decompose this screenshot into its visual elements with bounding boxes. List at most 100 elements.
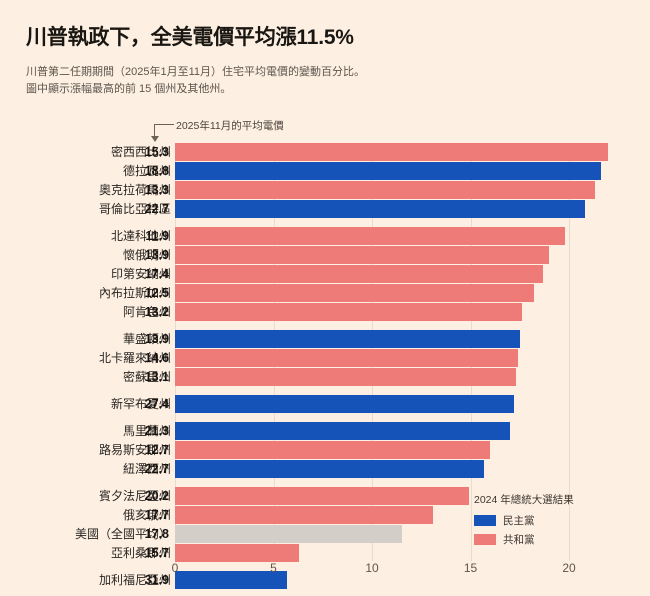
bar[interactable]	[175, 571, 288, 589]
bar[interactable]	[175, 143, 609, 161]
bar-row[interactable]: 華盛頓州 13.9	[0, 330, 650, 348]
x-tick-label: 5	[270, 561, 277, 575]
chart-header: 川普執政下，全美電價平均漲11.5% 川普第二任期期間（2025年1月至11月）…	[0, 0, 650, 98]
legend-items: 民主黨 共和黨	[474, 513, 574, 547]
annotation-leader-line	[154, 124, 174, 125]
bar-row-label: 華盛頓州	[122, 332, 171, 346]
bar-row[interactable]: 阿肯色州 13.2	[0, 303, 650, 321]
bar-row-label: 馬里蘭州	[122, 424, 171, 438]
bar-row[interactable]: 懷俄明州 13.9	[0, 246, 650, 264]
bar[interactable]	[175, 487, 469, 505]
bar-row[interactable]: 美國（全國平均） 17.8	[0, 525, 650, 543]
bar-row-value: 22.7	[144, 202, 169, 216]
x-tick-label: 20	[562, 561, 576, 575]
bar-row-label: 阿肯色州	[122, 305, 171, 319]
bar-row[interactable]: 內布拉斯加州 12.5	[0, 284, 650, 302]
x-tick-label: 0	[171, 561, 179, 575]
bar-row-label: 北達科他州	[110, 229, 171, 243]
bar-row-value: 18.8	[144, 164, 169, 178]
bar-row-value: 17.7	[144, 508, 169, 522]
bar-row-value: 15.3	[144, 145, 169, 159]
bar[interactable]	[175, 506, 434, 524]
bar-row[interactable]: 路易斯安那州 12.7	[0, 441, 650, 459]
legend-label: 共和黨	[503, 534, 535, 546]
bar[interactable]	[175, 395, 514, 413]
bar-row-label: 紐澤西州	[122, 462, 171, 476]
bar[interactable]	[175, 200, 585, 218]
bar[interactable]	[175, 441, 491, 459]
bar-row[interactable]: 俄亥俄州 17.7	[0, 506, 650, 524]
bar[interactable]	[175, 181, 595, 199]
bar-row[interactable]: 密蘇里州 13.1	[0, 368, 650, 386]
bar-row-label: 印第安納州	[110, 267, 171, 281]
bar-row-value: 13.9	[144, 332, 169, 346]
bar-row-label: 內布拉斯加州	[98, 286, 171, 300]
bar-row[interactable]: 德拉瓦州 18.8	[0, 162, 650, 180]
bar-row-value: 20.2	[144, 489, 169, 503]
bar[interactable]	[175, 544, 300, 562]
bar-row[interactable]: 哥倫比亞特區 22.7	[0, 200, 650, 218]
legend-item[interactable]: 民主黨	[474, 513, 574, 528]
bar-row-label: 哥倫比亞特區	[98, 202, 171, 216]
bar-row-label: 新罕布夏州	[110, 397, 171, 411]
bar[interactable]	[175, 284, 534, 302]
x-tick-label: 15	[463, 561, 478, 575]
bar-row[interactable]: 新罕布夏州 27.4	[0, 395, 650, 413]
bar-row[interactable]: 印第安納州 17.4	[0, 265, 650, 283]
legend: 2024 年總統大選結果 民主黨共和黨	[474, 492, 574, 551]
bar[interactable]	[175, 368, 516, 386]
annotation-arrow-icon	[150, 136, 159, 142]
bar-row[interactable]: 亞利桑那州 15.7	[0, 544, 650, 562]
bar-row-label: 加利福尼亞州	[98, 573, 171, 587]
bar[interactable]	[175, 246, 550, 264]
chart-subtitle: 川普第二任期期間（2025年1月至11月）住宅平均電價的變動百分比。 圖中顯示漲…	[26, 66, 366, 96]
x-tick-label: 10	[365, 561, 379, 575]
bar-row[interactable]: 密西西比州 15.3	[0, 143, 650, 161]
page-title: 川普執政下，全美電價平均漲11.5%	[26, 26, 354, 49]
bar[interactable]	[175, 460, 485, 478]
bar-row-value: 15.7	[144, 546, 169, 560]
bar-row-value: 14.6	[144, 351, 169, 365]
annotation-arrow-stem	[154, 124, 155, 138]
annotation-note: 2025年11月的平均電價	[176, 120, 284, 132]
bar-row-label: 俄亥俄州	[122, 508, 171, 522]
bar-row-label: 亞利桑那州	[110, 546, 171, 560]
bar-row[interactable]: 馬里蘭州 21.3	[0, 422, 650, 440]
legend-title: 2024 年總統大選結果	[474, 494, 574, 506]
bar-row-label: 德拉瓦州	[122, 164, 171, 178]
bar-row[interactable]: 北卡羅來納州 14.6	[0, 349, 650, 367]
legend-item[interactable]: 共和黨	[474, 532, 574, 547]
bar[interactable]	[175, 349, 518, 367]
bar[interactable]	[175, 303, 522, 321]
x-axis: 0 5 10 15 20	[0, 561, 650, 583]
bar[interactable]	[175, 525, 402, 543]
bar-row[interactable]: 北達科他州 11.9	[0, 227, 650, 245]
legend-swatch-icon	[474, 515, 496, 526]
bar-row-value: 21.3	[144, 424, 169, 438]
bar-rows: 密西西比州 15.3 德拉瓦州 18.8 奧克拉荷馬州 13.3 哥倫比亞特區 22.7 北達科…	[0, 143, 650, 589]
bar[interactable]	[175, 422, 510, 440]
bar-row[interactable]: 奧克拉荷馬州 13.3	[0, 181, 650, 199]
bar-row-value: 13.2	[144, 305, 169, 319]
bar-row-label: 賓夕法尼亞州	[98, 489, 171, 503]
bar-row-label: 路易斯安那州	[98, 443, 171, 457]
bar-row-value: 12.5	[144, 286, 169, 300]
bar[interactable]	[175, 227, 566, 245]
bar-row-label: 密蘇里州	[122, 370, 171, 384]
bar[interactable]	[175, 265, 544, 283]
bar-row[interactable]: 紐澤西州 22.7	[0, 460, 650, 478]
bar-row[interactable]: 加利福尼亞州 31.9	[0, 571, 650, 589]
bar[interactable]	[175, 330, 520, 348]
bar-row-label: 北卡羅來納州	[98, 351, 171, 365]
legend-swatch-icon	[474, 534, 496, 545]
bar[interactable]	[175, 162, 601, 180]
bar-row[interactable]: 賓夕法尼亞州 20.2	[0, 487, 650, 505]
bar-row-value: 17.8	[144, 527, 169, 541]
bar-row-value: 17.4	[144, 267, 169, 281]
bar-row-value: 31.9	[144, 573, 169, 587]
bar-row-value: 11.9	[145, 229, 169, 243]
legend-label: 民主黨	[503, 515, 535, 527]
bar-row-label: 奧克拉荷馬州	[98, 183, 171, 197]
bar-row-value: 12.7	[144, 443, 169, 457]
bar-row-value: 13.9	[144, 248, 169, 262]
